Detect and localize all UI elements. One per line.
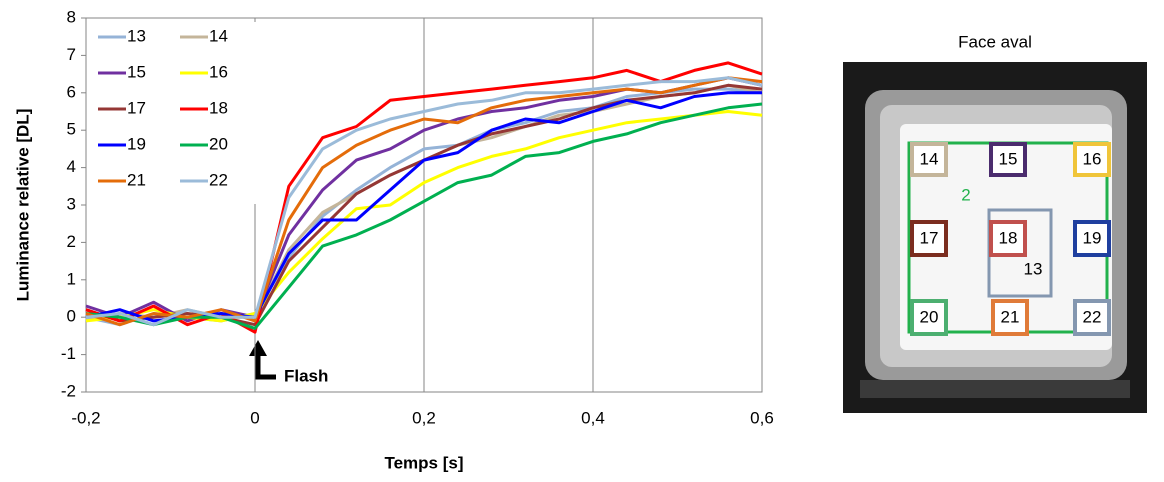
zone-label: 14 [920,149,939,168]
legend-label: 20 [209,134,228,153]
y-tick-label: 2 [67,232,76,251]
y-tick-label: 4 [67,157,76,176]
legend-label: 15 [127,62,146,81]
zone-label: 16 [1083,149,1102,168]
y-tick-label: 5 [67,120,76,139]
zone-label: 15 [999,149,1018,168]
y-tick-label: 0 [67,307,76,326]
legend-label: 18 [209,98,228,117]
y-axis-title: Luminance relative [DL] [13,109,32,302]
zone-label: 2 [961,185,970,204]
series-line [85,76,763,327]
legend-label: 17 [127,98,146,117]
legend-box [90,22,262,204]
x-tick-label: 0,4 [581,408,605,427]
y-tick-label: 8 [67,7,76,26]
y-tick-label: 6 [67,82,76,101]
y-tick-label: 7 [67,45,76,64]
y-tick-label: 3 [67,194,76,213]
zone-label: 13 [1024,259,1043,278]
zone-label: 18 [999,228,1018,247]
x-tick-label: -0,2 [71,408,100,427]
flash-arrow [249,340,276,380]
zone-label: 22 [1083,307,1102,326]
zone-label: 21 [1001,307,1020,326]
y-tick-label: 1 [67,269,76,288]
series-line [85,61,763,334]
x-tick-label: 0 [250,408,259,427]
series-line [85,76,763,327]
image-panel: Face aval 14 15 16 2 17 18 19 13 20 21 2… [843,32,1147,413]
legend-label: 22 [209,170,228,189]
x-tick-label: 0,6 [750,408,774,427]
panel-title: Face aval [958,32,1032,51]
y-tick-label: -1 [61,344,76,363]
legend-label: 13 [127,26,146,45]
series-line [85,102,763,330]
zone-label: 17 [920,228,939,247]
zone-label: 19 [1083,228,1102,247]
x-tick-label: 0,2 [412,408,436,427]
legend-label: 21 [127,170,146,189]
legend-label: 19 [127,134,146,153]
legend-label: 16 [209,62,228,81]
y-tick-label: -2 [61,381,76,400]
zone-label: 20 [920,307,939,326]
legend: 13 14 15 16 17 18 19 20 21 22 [90,22,262,204]
legend-label: 14 [209,26,228,45]
x-axis-title: Temps [s] [384,453,463,472]
annotation: Flash [284,366,328,385]
